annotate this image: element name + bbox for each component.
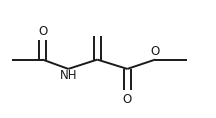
Text: O: O	[38, 25, 47, 38]
Text: NH: NH	[60, 69, 77, 82]
Text: O: O	[151, 45, 160, 58]
Text: O: O	[123, 93, 132, 106]
